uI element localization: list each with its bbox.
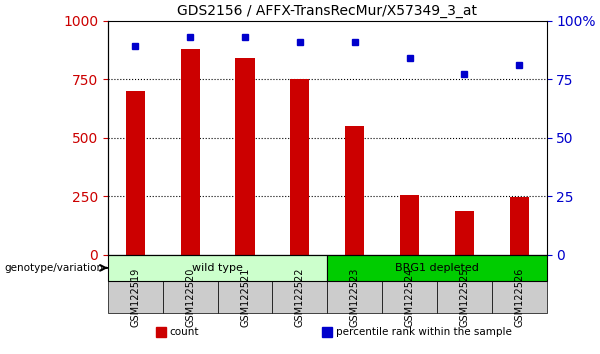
FancyBboxPatch shape [437,281,492,313]
FancyBboxPatch shape [163,281,218,313]
Text: GSM122526: GSM122526 [514,268,524,327]
Text: genotype/variation: genotype/variation [4,263,104,273]
Text: GSM122523: GSM122523 [350,268,359,327]
Text: wild type: wild type [192,263,243,273]
FancyBboxPatch shape [218,281,272,313]
Bar [345,126,364,255]
Text: BRG1 depleted: BRG1 depleted [395,263,479,273]
Bar [509,197,529,255]
FancyBboxPatch shape [382,281,437,313]
Text: GSM122525: GSM122525 [460,267,469,327]
Text: GSM122522: GSM122522 [295,267,305,327]
Text: GSM122520: GSM122520 [185,268,195,327]
FancyBboxPatch shape [108,281,163,313]
Bar [290,79,310,255]
Bar [181,49,200,255]
FancyBboxPatch shape [492,281,547,313]
Title: GDS2156 / AFFX-TransRecMur/X57349_3_at: GDS2156 / AFFX-TransRecMur/X57349_3_at [177,4,477,18]
FancyBboxPatch shape [108,255,327,281]
Bar [126,91,145,255]
Text: count: count [169,326,199,337]
Text: GSM122519: GSM122519 [130,268,140,327]
Text: GSM122521: GSM122521 [240,268,250,327]
FancyBboxPatch shape [272,281,327,313]
Text: GSM122524: GSM122524 [404,268,415,327]
Bar [235,58,254,255]
FancyBboxPatch shape [327,281,382,313]
Bar [455,211,474,255]
Text: percentile rank within the sample: percentile rank within the sample [336,326,512,337]
Bar [400,195,419,255]
FancyBboxPatch shape [327,255,547,281]
